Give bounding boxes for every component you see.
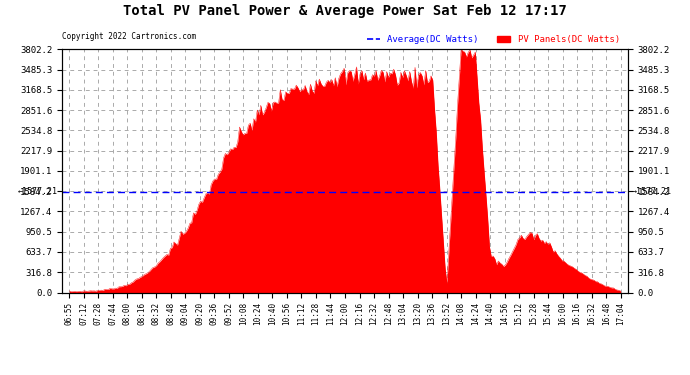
Text: Copyright 2022 Cartronics.com: Copyright 2022 Cartronics.com <box>62 32 196 41</box>
Text: ←1577.21: ←1577.21 <box>18 187 58 196</box>
Text: Total PV Panel Power & Average Power Sat Feb 12 17:17: Total PV Panel Power & Average Power Sat… <box>123 4 567 18</box>
Text: →1577.21: →1577.21 <box>632 187 672 196</box>
Legend: Average(DC Watts), PV Panels(DC Watts): Average(DC Watts), PV Panels(DC Watts) <box>363 32 623 48</box>
